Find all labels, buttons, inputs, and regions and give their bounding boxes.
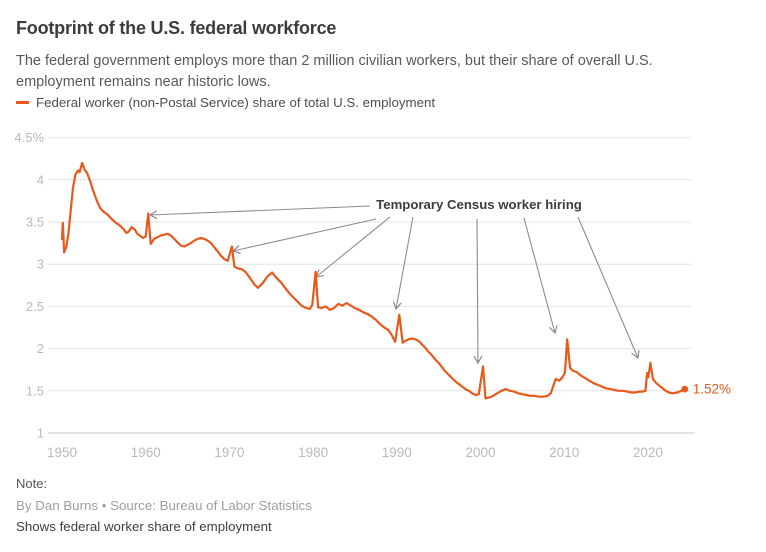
census-arrow-2020 (577, 216, 640, 360)
byline-source: By Dan Burns • Source: Bureau of Labor S… (16, 498, 312, 513)
svg-text:1970: 1970 (214, 445, 244, 460)
svg-text:1990: 1990 (382, 445, 412, 460)
census-arrow-1990 (392, 216, 414, 311)
svg-text:1.5: 1.5 (26, 383, 44, 398)
svg-text:3: 3 (37, 257, 44, 272)
svg-text:2.5: 2.5 (26, 299, 44, 314)
annotation-census-hiring: Temporary Census worker hiring (376, 197, 582, 212)
svg-text:2000: 2000 (465, 445, 495, 460)
census-arrow-1980 (315, 216, 391, 278)
end-value-label: 1.52% (693, 382, 731, 397)
legend: Federal worker (non-Postal Service) shar… (16, 95, 435, 110)
svg-text:3.5: 3.5 (26, 215, 44, 230)
end-point-marker (681, 385, 689, 393)
svg-text:4: 4 (37, 172, 44, 187)
census-arrow-2010 (523, 217, 558, 335)
svg-text:4.5%: 4.5% (14, 130, 44, 145)
svg-text:2: 2 (37, 341, 44, 356)
federal-share-line (60, 161, 686, 400)
svg-text:1: 1 (37, 426, 44, 441)
census-arrow-2000 (473, 218, 483, 365)
employment-share-line-chart: 4.5% 4 3.5 3 2.5 2 1.5 1 1950 1960 1970 1980 1990 200… (0, 125, 766, 465)
census-arrow-1970 (231, 218, 377, 254)
legend-line-swatch (16, 101, 29, 104)
svg-text:1980: 1980 (298, 445, 328, 460)
census-arrow-1960 (148, 205, 371, 220)
chart-subtitle: The federal government employs more than… (16, 52, 653, 90)
svg-text:1950: 1950 (47, 445, 77, 460)
chart-description: Shows federal worker share of employment (16, 519, 272, 534)
chart-title: Footprint of the U.S. federal workforce (16, 18, 337, 39)
svg-text:2010: 2010 (549, 445, 579, 460)
svg-text:1960: 1960 (131, 445, 161, 460)
legend-label: Federal worker (non-Postal Service) shar… (36, 95, 436, 110)
svg-text:2020: 2020 (633, 445, 663, 460)
note-label: Note: (16, 476, 48, 491)
